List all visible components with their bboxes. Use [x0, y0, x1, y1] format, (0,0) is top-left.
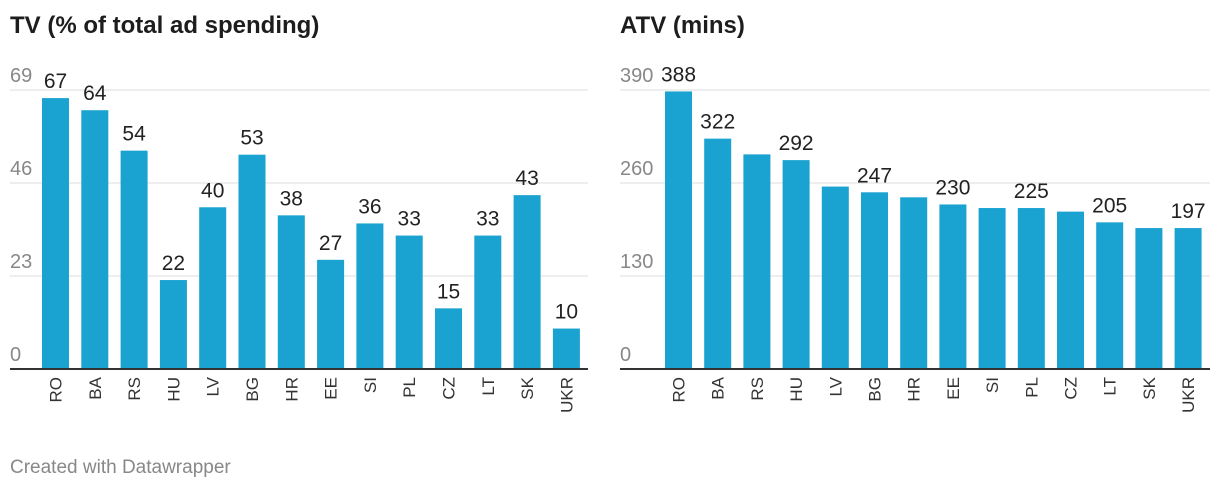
bar [1057, 211, 1084, 369]
x-category-label: HR [282, 377, 301, 402]
bar [356, 223, 384, 369]
bar-value-label: 15 [437, 280, 460, 303]
x-category-label: PL [400, 377, 419, 398]
x-category-label: SK [518, 376, 537, 399]
bar-value-label: 36 [358, 195, 381, 218]
bar-value-label: 230 [935, 176, 970, 199]
x-category-label: HU [787, 377, 806, 402]
bar-value-label: 33 [398, 208, 421, 231]
bar [513, 195, 541, 369]
bar-value-label: 322 [700, 111, 735, 134]
bar-value-label: 54 [122, 123, 146, 146]
bar [317, 259, 345, 369]
x-category-label: LV [826, 376, 845, 396]
bar [1096, 222, 1124, 369]
bar-value-label: 197 [1171, 200, 1206, 223]
bar [395, 235, 423, 369]
bar [552, 328, 580, 369]
bar [474, 235, 502, 369]
x-category-label: HR [905, 377, 924, 402]
bar [277, 215, 305, 369]
x-category-label: BG [243, 377, 262, 402]
bar [782, 160, 810, 369]
bar [821, 186, 849, 369]
x-category-label: PL [1022, 377, 1041, 398]
bar-value-label: 22 [162, 252, 185, 275]
bar [159, 280, 187, 369]
y-tick-label: 69 [10, 65, 32, 87]
chart-title: TV (% of total ad spending) [10, 12, 320, 39]
x-category-label: SI [361, 377, 380, 393]
bar-value-label: 292 [779, 132, 814, 155]
bar-value-label: 33 [476, 208, 499, 231]
x-category-label: LV [204, 376, 223, 396]
bar-value-label: 225 [1014, 180, 1049, 203]
x-category-label: CZ [1062, 377, 1081, 400]
atv-minutes-chart: ATV (mins) 0 130 260 390 388 RO 322 BA RS 292 HU LV… [620, 0, 1210, 440]
bar [861, 192, 888, 369]
bar-value-label: 388 [661, 63, 696, 86]
bar-value-label: 27 [319, 232, 342, 255]
bar-value-label: 40 [201, 179, 224, 202]
y-tick-label: 390 [620, 65, 653, 87]
y-tick-label: 0 [10, 344, 21, 366]
y-tick-label: 260 [620, 158, 653, 180]
x-category-label: UKR [1179, 377, 1198, 413]
x-category-label: LT [479, 377, 498, 396]
bar [42, 98, 69, 369]
bar-value-label: 205 [1092, 194, 1127, 217]
x-category-label: UKR [557, 377, 576, 413]
bar [704, 138, 732, 369]
x-category-label: BG [866, 377, 885, 402]
x-category-label: SI [983, 377, 1002, 393]
bar [435, 308, 462, 369]
bar-value-label: 10 [555, 301, 578, 324]
bar [939, 204, 967, 369]
bar-value-label: 64 [83, 82, 107, 105]
bar-value-label: 67 [44, 70, 67, 93]
footer-credit: Created with Datawrapper [10, 457, 231, 478]
x-category-label: SK [1140, 376, 1159, 399]
tv-ad-spending-chart: TV (% of total ad spending) 0 23 46 69 67 RO 6… [10, 0, 590, 440]
x-category-label: BA [86, 376, 105, 399]
x-category-label: RS [748, 377, 767, 401]
bar [900, 197, 928, 369]
bar-value-label: 247 [857, 164, 892, 187]
bar [199, 207, 227, 369]
atv-bar-chart-plot: 0 130 260 390 388 RO 322 BA RS 292 HU LV 247 BG HR 230 E… [620, 63, 1210, 413]
bar [978, 208, 1006, 369]
x-category-label: HU [164, 377, 183, 402]
x-category-label: LT [1101, 377, 1120, 396]
x-category-label: RO [47, 377, 66, 403]
bar [238, 154, 266, 369]
y-tick-label: 46 [10, 158, 32, 180]
x-category-label: RS [125, 377, 144, 401]
x-category-label: BA [709, 376, 728, 399]
bar-value-label: 38 [280, 187, 303, 210]
x-category-label: EE [944, 377, 963, 400]
bar [665, 91, 692, 369]
bar [1135, 228, 1163, 369]
bar [120, 150, 148, 369]
y-tick-label: 130 [620, 251, 653, 273]
y-tick-label: 0 [620, 344, 631, 366]
x-category-label: CZ [440, 377, 459, 400]
bar [1174, 228, 1202, 369]
chart-title: ATV (mins) [620, 12, 745, 39]
x-category-label: RO [670, 377, 689, 403]
tv-bar-chart-plot: 0 23 46 69 67 RO 64 BA 54 RS 22 HU 40 LV 53 BG 38 HR 27 EE 3… [10, 65, 588, 413]
y-tick-label: 23 [10, 251, 32, 273]
bar-value-label: 53 [240, 127, 263, 150]
bar-value-label: 43 [515, 167, 538, 190]
bar [743, 154, 771, 369]
bar [1017, 208, 1045, 369]
x-category-label: EE [322, 377, 341, 400]
bar [81, 110, 109, 369]
